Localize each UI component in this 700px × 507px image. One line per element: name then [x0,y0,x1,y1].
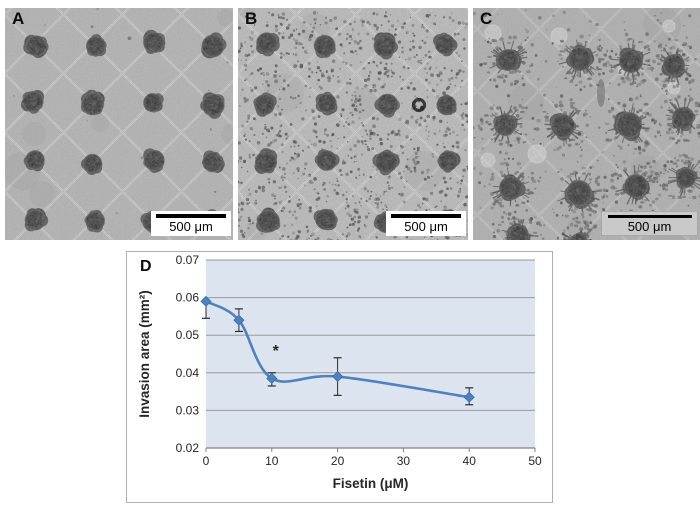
scale-bar: 500 μm [386,211,466,236]
invasion-area-chart: * 0 10 20 30 40 50 0.02 0.03 0.04 0.05 0.06 0.07 Fise… [137,253,542,491]
micrograph-panel-c: C 500 μm [473,8,700,240]
scale-bar-line [156,214,226,218]
micrograph-panel-a: A 500 μm [5,8,233,240]
micrograph-image-b [238,8,468,240]
svg-text:0.02: 0.02 [176,441,200,455]
panel-label-c: C [480,9,493,28]
scale-bar-text: 500 μm [169,219,213,234]
svg-text:0.03: 0.03 [176,403,200,417]
micrograph-image-c [473,8,700,240]
micrograph-row: A 500 μm B 500 μm C 500 μm [5,8,700,240]
panel-label-d: D [140,258,152,275]
scale-bar-text: 500 μm [404,219,448,234]
svg-text:20: 20 [331,454,345,468]
scale-bar-text: 500 μm [627,219,672,234]
svg-text:0.05: 0.05 [176,328,200,342]
scale-bar: 500 μm [601,211,698,236]
chart-panel-d: D * 0 10 20 30 40 50 0.02 0.03 0.04 0.05 0.06 0.07 Fi… [126,251,553,503]
micrograph-panel-b: B 500 μm [238,8,468,240]
svg-text:*: * [273,343,280,360]
svg-text:30: 30 [397,454,411,468]
panel-label-a: A [12,9,25,28]
svg-text:50: 50 [528,454,542,468]
svg-text:0: 0 [203,454,210,468]
svg-text:0.04: 0.04 [176,366,200,380]
svg-text:Invasion area (mm²): Invasion area (mm²) [137,290,152,418]
svg-text:Fisetin (μM): Fisetin (μM) [333,476,409,491]
svg-text:0.06: 0.06 [176,291,200,305]
panel-label-b: B [245,9,258,28]
micrograph-image-a [5,8,233,240]
scale-bar: 500 μm [151,211,231,236]
svg-text:0.07: 0.07 [176,253,200,267]
svg-text:40: 40 [463,454,477,468]
scale-bar-line [607,215,692,218]
svg-text:10: 10 [265,454,279,468]
scale-bar-line [391,214,461,218]
